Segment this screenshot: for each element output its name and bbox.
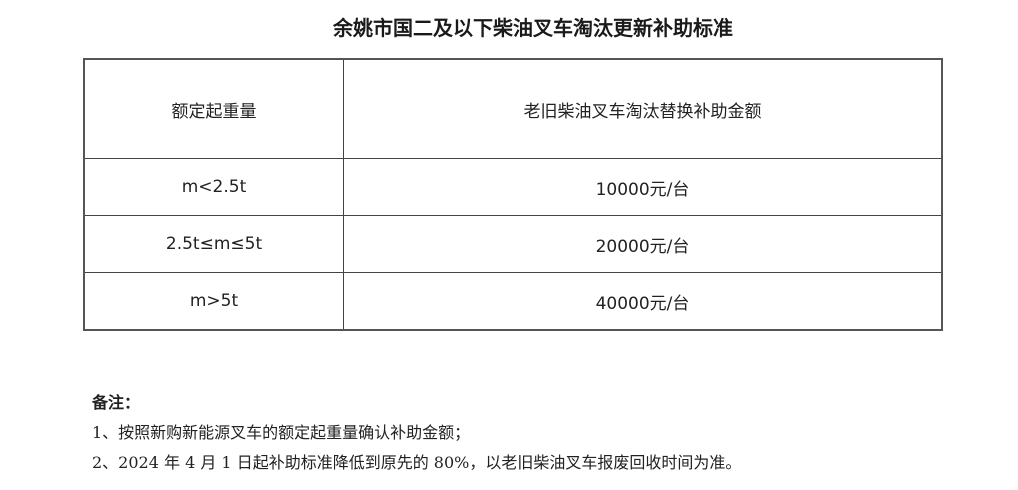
- capacity-cell: 2.5t≤m≤5t: [83, 215, 344, 273]
- page-title: 余姚市国二及以下柴油叉车淘汰更新补助标准: [333, 16, 733, 40]
- header-subsidy-amount: 老旧柴油叉车淘汰替换补助金额: [343, 58, 943, 159]
- table-row: m<2.5t 10000元/台: [83, 158, 943, 216]
- capacity-cell: m>5t: [83, 272, 344, 331]
- notes-heading: 备注：: [92, 393, 141, 412]
- amount-cell: 40000元/台: [343, 272, 943, 331]
- table-row: 2.5t≤m≤5t 20000元/台: [83, 215, 943, 273]
- amount-cell: 10000元/台: [343, 158, 943, 216]
- notes-section: 备注： 1、按照新购新能源叉车的额定起重量确认补助金额； 2、2024 年 4 …: [92, 388, 741, 478]
- table-header-row: 额定起重量 老旧柴油叉车淘汰替换补助金额: [83, 58, 943, 159]
- subsidy-table: 额定起重量 老旧柴油叉车淘汰替换补助金额 m<2.5t 10000元/台 2.5…: [83, 58, 943, 331]
- note-item: 2、2024 年 4 月 1 日起补助标准降低到原先的 80%，以老旧柴油叉车报…: [92, 453, 742, 472]
- amount-cell: 20000元/台: [343, 215, 943, 273]
- capacity-cell: m<2.5t: [83, 158, 344, 216]
- note-item: 1、按照新购新能源叉车的额定起重量确认补助金额；: [92, 423, 471, 442]
- header-rated-capacity: 额定起重量: [83, 58, 344, 159]
- table-row: m>5t 40000元/台: [83, 272, 943, 331]
